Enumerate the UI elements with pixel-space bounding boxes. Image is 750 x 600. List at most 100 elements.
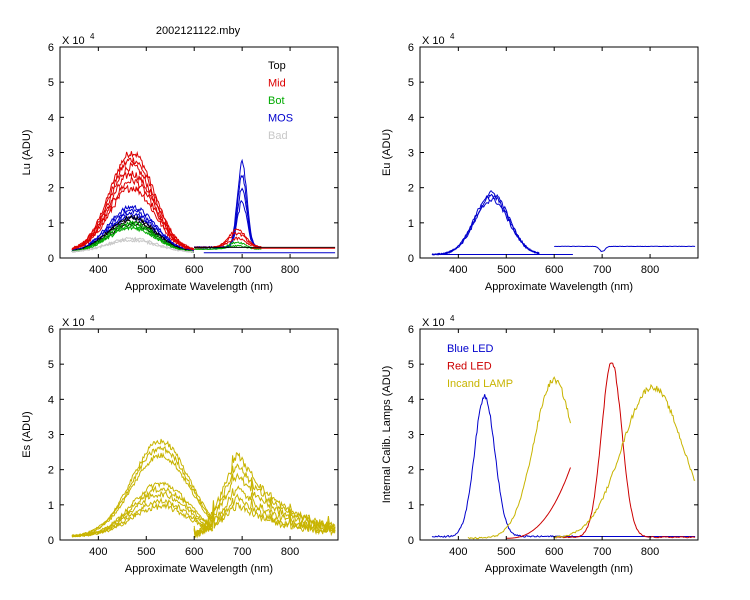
y-tick-label: 0 xyxy=(408,253,414,265)
series-line-eu xyxy=(554,245,696,253)
y-tick-label: 5 xyxy=(408,77,414,89)
y-tick-label: 1 xyxy=(48,500,54,512)
legend-entry-red-led: Red LED xyxy=(447,361,492,373)
x-tick-label: 700 xyxy=(593,546,611,558)
series-group xyxy=(71,438,336,539)
plot-frame xyxy=(419,46,699,259)
y-exponent-label: X 10 xyxy=(422,317,445,329)
x-tick-label: 800 xyxy=(281,546,299,558)
series-group xyxy=(431,362,696,540)
x-axis-label: Approximate Wavelength (nm) xyxy=(485,563,633,575)
x-tick-label: 400 xyxy=(449,264,467,276)
x-tick-label: 600 xyxy=(185,546,203,558)
y-exponent-power: 4 xyxy=(450,32,455,41)
series-line-es xyxy=(71,490,214,538)
y-tick-label: 0 xyxy=(408,535,414,547)
y-tick-label: 0 xyxy=(48,253,54,265)
series-line-red-led xyxy=(554,362,696,539)
x-tick-label: 500 xyxy=(497,546,515,558)
x-axis-label: Approximate Wavelength (nm) xyxy=(125,563,273,575)
series-line-es xyxy=(71,485,214,538)
y-tick-label: 6 xyxy=(48,324,54,336)
y-tick-label: 3 xyxy=(48,148,54,160)
x-tick-label: 400 xyxy=(449,546,467,558)
y-tick-label: 3 xyxy=(408,148,414,160)
x-axis-label: Approximate Wavelength (nm) xyxy=(485,281,633,293)
series-line-es xyxy=(71,502,214,538)
x-tick-label: 700 xyxy=(233,546,251,558)
legend-entry-blue-led: Blue LED xyxy=(447,343,494,355)
series-line-mid xyxy=(71,175,194,251)
x-tick-label: 600 xyxy=(545,264,563,276)
y-tick-label: 4 xyxy=(48,112,54,124)
legend-entry-mid: Mid xyxy=(268,78,286,90)
series-line-mos xyxy=(193,187,262,250)
y-tick-label: 4 xyxy=(408,394,414,406)
legend-entry-top: Top xyxy=(268,60,286,72)
x-tick-label: 400 xyxy=(89,264,107,276)
series-line-bad xyxy=(71,236,194,253)
series-line-eu xyxy=(431,197,540,256)
y-exponent-power: 4 xyxy=(450,314,455,323)
y-tick-label: 2 xyxy=(48,183,54,195)
y-tick-label: 2 xyxy=(408,183,414,195)
y-tick-label: 6 xyxy=(408,42,414,54)
panel-es: 400 500 600 700 800 0 1 2 3 4 5 6 X 10 4 Approximate W… xyxy=(21,314,339,575)
y-exponent-label: X 10 xyxy=(422,35,445,47)
x-tick-label: 800 xyxy=(281,264,299,276)
x-axis-label: Approximate Wavelength (nm) xyxy=(125,281,273,293)
legend-entry-incand-lamp: Incand LAMP xyxy=(447,378,513,390)
y-axis-label: Lu (ADU) xyxy=(21,130,33,176)
series-group xyxy=(431,190,696,256)
series-line-es xyxy=(71,452,214,537)
x-tick-label: 500 xyxy=(137,546,155,558)
plot-frame xyxy=(59,328,339,541)
series-line-es xyxy=(193,493,336,538)
series-line-incand-lamp xyxy=(554,383,696,539)
y-tick-label: 4 xyxy=(48,394,54,406)
series-line-blue-led xyxy=(431,394,573,538)
y-tick-label: 6 xyxy=(48,42,54,54)
legend-entry-mos: MOS xyxy=(268,113,293,125)
x-tick-label: 800 xyxy=(641,264,659,276)
y-exponent-label: X 10 xyxy=(62,35,85,47)
y-tick-label: 1 xyxy=(408,500,414,512)
y-tick-label: 0 xyxy=(48,535,54,547)
y-tick-label: 3 xyxy=(48,430,54,442)
y-axis-label: Internal Calib. Lamps (ADU) xyxy=(381,366,393,504)
y-tick-label: 6 xyxy=(408,324,414,336)
series-line-bad xyxy=(71,238,194,253)
x-tick-label: 600 xyxy=(545,546,563,558)
series-line-es xyxy=(71,438,214,537)
series-line-es xyxy=(193,501,336,539)
panel-lu: 400 500 600 700 800 0 1 2 3 4 5 6 X 10 4 Approximate W… xyxy=(21,32,339,293)
y-tick-label: 5 xyxy=(48,77,54,89)
series-line-mid xyxy=(71,161,194,251)
x-tick-label: 400 xyxy=(89,546,107,558)
series-line-es xyxy=(193,472,336,538)
series-group xyxy=(71,150,336,254)
y-exponent-power: 4 xyxy=(90,32,95,41)
y-tick-label: 1 xyxy=(48,218,54,230)
y-exponent-label: X 10 xyxy=(62,317,85,329)
series-line-red-led xyxy=(506,467,571,539)
legend-entry-bot: Bot xyxy=(268,95,285,107)
y-tick-label: 5 xyxy=(408,359,414,371)
y-tick-label: 4 xyxy=(408,112,414,124)
series-line-incand-lamp xyxy=(467,376,571,540)
panel-eu: 400 500 600 700 800 0 1 2 3 4 5 6 X 10 4 Approximate W… xyxy=(381,32,699,293)
y-tick-label: 3 xyxy=(408,430,414,442)
panel-calib: 400 500 600 700 800 0 1 2 3 4 5 6 X 10 4 Approximate W… xyxy=(381,314,699,575)
series-line-mid xyxy=(71,157,194,250)
y-tick-label: 2 xyxy=(48,465,54,477)
y-axis-label: Eu (ADU) xyxy=(381,129,393,176)
y-tick-label: 2 xyxy=(408,465,414,477)
y-axis-label: Es (ADU) xyxy=(21,411,33,457)
x-tick-label: 700 xyxy=(593,264,611,276)
series-line-mid xyxy=(71,184,195,251)
figure-title: 2002121122.mby xyxy=(156,25,241,37)
series-line-top xyxy=(71,214,194,253)
x-tick-label: 500 xyxy=(497,264,515,276)
x-tick-label: 700 xyxy=(233,264,251,276)
